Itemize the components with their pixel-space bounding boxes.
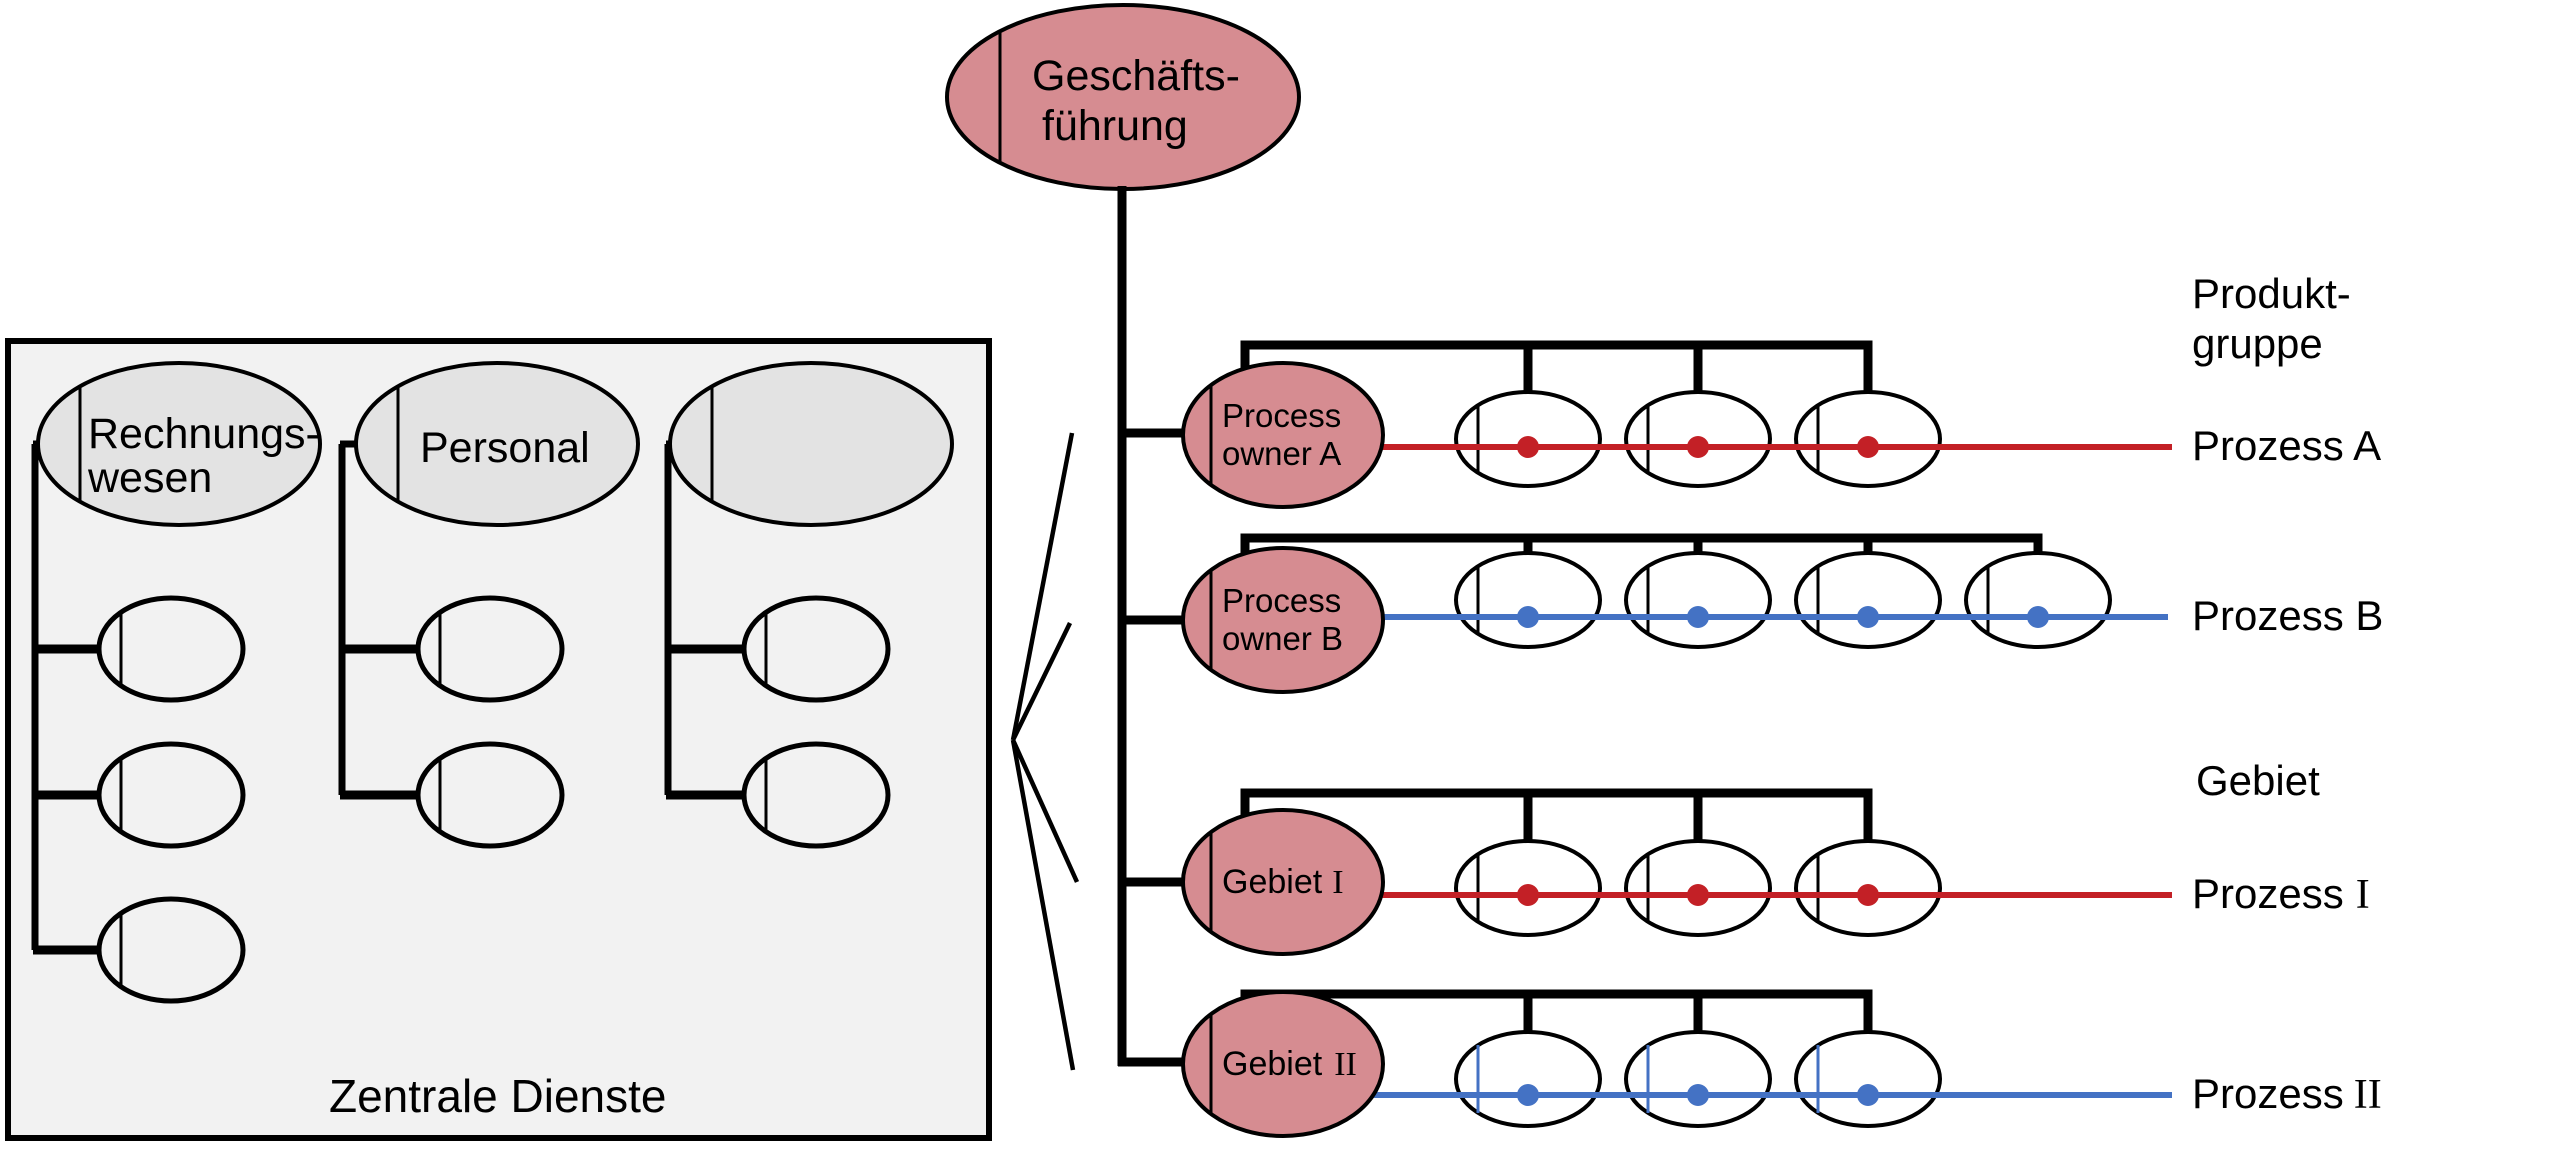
- row-process-owner-a: Process owner A: [1181, 340, 2172, 509]
- row1-bracket-connector: [1240, 340, 1873, 392]
- row2-bracket-connector: [1240, 533, 2043, 556]
- rechnungswesen-ellipse: [36, 361, 322, 527]
- personal-ellipse: [354, 361, 640, 527]
- subunit-ellipse: [96, 741, 246, 849]
- unit-rechnungswesen: Rechnungs- wesen: [36, 361, 322, 527]
- row4-team-ellipse: [1624, 1030, 1772, 1128]
- hierarchy-trunk: [1117, 186, 1190, 1067]
- unit-personal: Personal: [354, 361, 640, 527]
- subunit-ellipse: [741, 595, 891, 703]
- rechnungswesen-label-line2: wesen: [87, 454, 212, 502]
- process-owner-a-ellipse: [1181, 361, 1385, 509]
- prozess-1-label: Prozess I: [2192, 870, 2370, 918]
- row2-process-dot: [2027, 606, 2049, 628]
- subunit-ellipse: [415, 741, 565, 849]
- rechnungswesen-label-line1: Rechnungs-: [88, 410, 320, 458]
- row3-process-dot: [1857, 884, 1879, 906]
- row3-process-dot: [1687, 884, 1709, 906]
- row-gebiet-2: Gebiet II: [1181, 989, 2172, 1138]
- subunit-ellipse: [96, 595, 246, 703]
- subunit-ellipse: [741, 741, 891, 849]
- process-owner-b-label-line2: owner B: [1222, 620, 1343, 657]
- row3-bracket-connector: [1240, 788, 1873, 841]
- prozess-b-label: Prozess B: [2192, 592, 2383, 639]
- column2-subunits: [415, 595, 565, 849]
- gebiet-1-ellipse: [1181, 808, 1385, 956]
- fan-connector: [1010, 432, 1080, 1071]
- process-owner-b-label-line1: Process: [1222, 582, 1341, 619]
- unnamed-unit-ellipse: [668, 361, 954, 527]
- right-labels: Produkt- gruppe Prozess A Prozess B Gebi…: [2192, 270, 2383, 1118]
- prozess-a-label: Prozess A: [2192, 422, 2381, 469]
- process-owner-b-ellipse: [1181, 546, 1385, 694]
- prozess-2-label: Prozess II: [2192, 1070, 2382, 1118]
- row4-process-dot: [1857, 1084, 1879, 1106]
- row1-process-dot: [1687, 436, 1709, 458]
- row4-team-ellipse: [1794, 1030, 1942, 1128]
- unit-unnamed: [668, 361, 954, 527]
- row4-process-dot: [1687, 1084, 1709, 1106]
- fan-ray-row4-line: [1010, 739, 1076, 1071]
- geschaeftsfuehrung-label-line1: Geschäfts-: [1032, 52, 1240, 100]
- process-owner-a-label-line2: owner A: [1222, 435, 1341, 472]
- row2-process-dot: [1687, 606, 1709, 628]
- gebiet-2-label: Gebiet II: [1222, 1045, 1357, 1083]
- row4-team-ellipse: [1454, 1030, 1602, 1128]
- produktgruppe-label-line2: gruppe: [2192, 320, 2323, 367]
- gebiet-1-label: Gebiet I: [1222, 863, 1344, 901]
- row2-process-dot: [1857, 606, 1879, 628]
- fan-ray-row3-line: [1010, 739, 1080, 883]
- gebiet-label: Gebiet: [2196, 757, 2320, 804]
- subunit-ellipse: [96, 896, 246, 1004]
- zentrale-dienste-title: Zentrale Dienste: [329, 1070, 667, 1122]
- row2-team-ellipse: [1624, 551, 1772, 649]
- produktgruppe-label-line1: Produkt-: [2192, 270, 2351, 317]
- row2-team-ellipse: [1794, 551, 1942, 649]
- row1-process-dot: [1857, 436, 1879, 458]
- row2-team-ellipse: [1964, 551, 2112, 649]
- fan-ray-row1-line: [1010, 432, 1075, 741]
- row-gebiet-1: Gebiet I: [1181, 788, 2172, 956]
- fan-ray-row2-line: [1010, 622, 1073, 741]
- column1-subunits: [96, 595, 246, 1004]
- personal-label: Personal: [420, 424, 590, 472]
- gebiet-2-ellipse: [1181, 990, 1385, 1138]
- zentrale-dienste-box: Rechnungs- wesen Personal: [5, 338, 992, 1141]
- subunit-ellipse: [415, 595, 565, 703]
- row4-process-dot: [1517, 1084, 1539, 1106]
- column3-subunits: [741, 595, 891, 849]
- row2-team-ellipse: [1454, 551, 1602, 649]
- row2-process-dot: [1517, 606, 1539, 628]
- row3-process-dot: [1517, 884, 1539, 906]
- process-owner-a-label-line1: Process: [1222, 397, 1341, 434]
- row1-process-dot: [1517, 436, 1539, 458]
- geschaeftsfuehrung-label-line2: führung: [1042, 102, 1188, 150]
- row-process-owner-b: Process owner B: [1181, 533, 2168, 694]
- root-node: Geschäfts- führung: [945, 3, 1301, 191]
